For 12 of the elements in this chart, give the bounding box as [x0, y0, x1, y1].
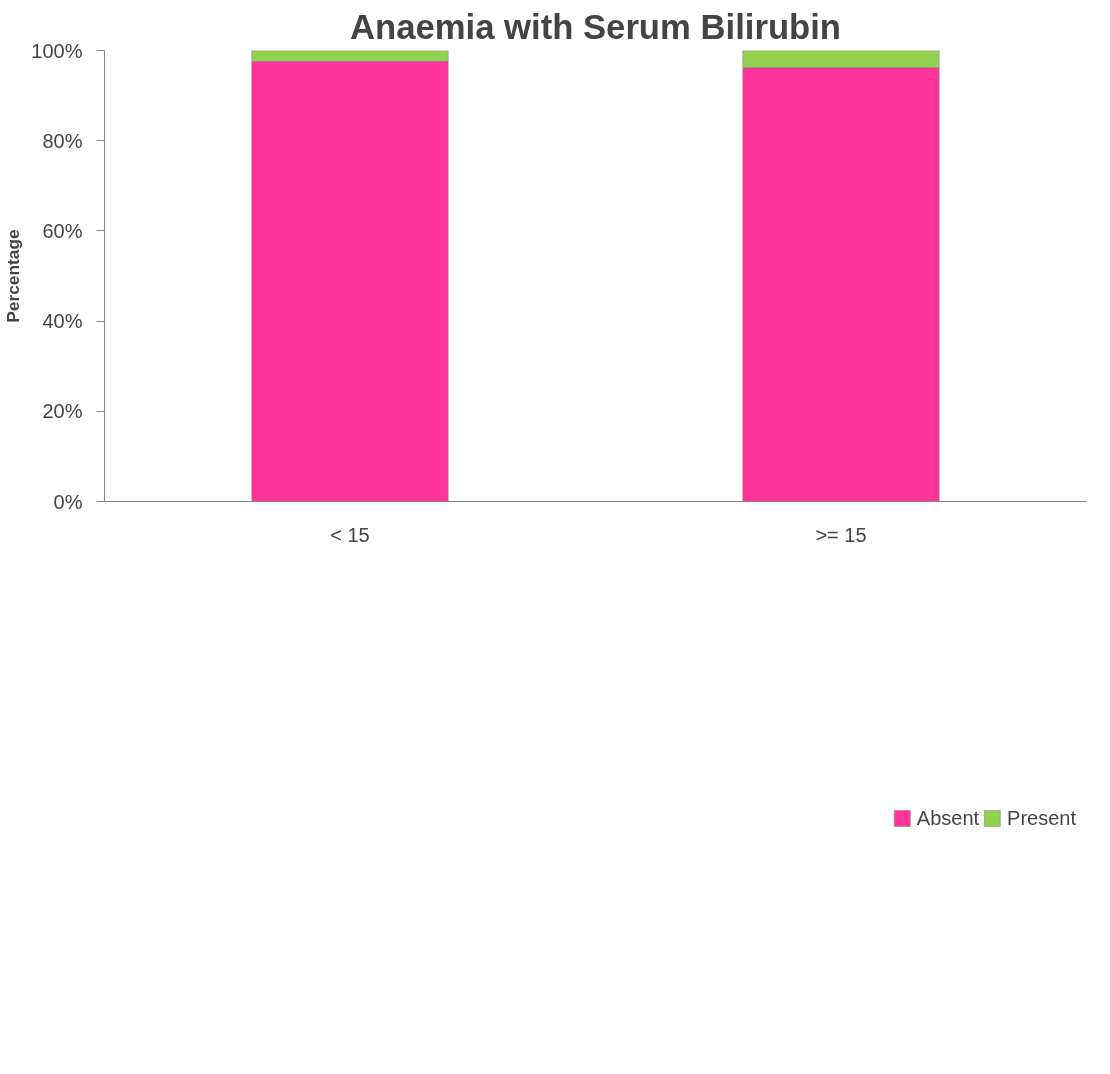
y-tick-label: 40% — [42, 310, 83, 333]
y-axis-title: Percentage — [3, 228, 24, 323]
y-tick-label: 0% — [53, 490, 83, 513]
y-tick-label: 80% — [42, 129, 83, 152]
chart-title: Anaemia with Serum Bilirubin — [349, 7, 842, 46]
y-tick-label: 60% — [42, 219, 83, 242]
x-tick-label: >= 15 — [815, 523, 867, 546]
legend-label: Present — [1007, 806, 1076, 830]
y-tick-label: 100% — [31, 39, 83, 62]
legend-label: Absent — [916, 806, 980, 830]
x-tick-label: < 15 — [330, 523, 370, 546]
y-tick-label: 20% — [42, 400, 83, 423]
